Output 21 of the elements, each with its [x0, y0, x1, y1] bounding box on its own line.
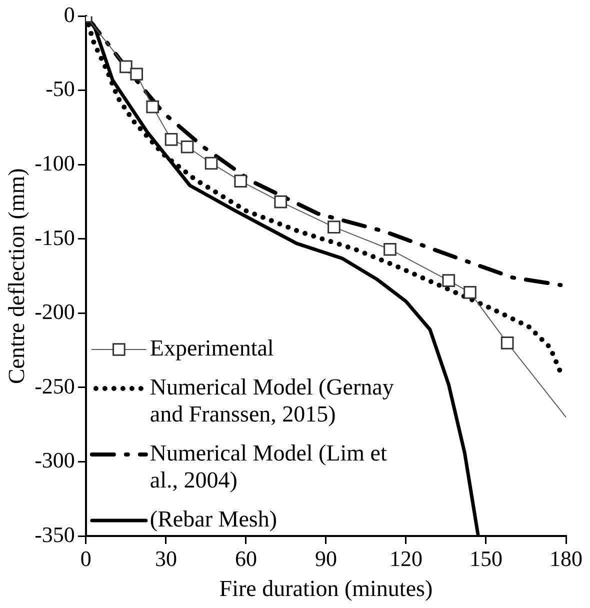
y-tick-label: 0: [64, 2, 75, 27]
y-tick-label: -250: [34, 373, 75, 398]
x-tick-label: 0: [80, 546, 92, 571]
y-tick-label: -300: [34, 448, 75, 473]
x-axis-title: Fire duration (minutes): [219, 576, 433, 602]
x-tick-label: 30: [154, 546, 177, 571]
legend-label: Numerical Model (Gernay and Franssen, 2015): [150, 374, 394, 427]
y-tick-label: -350: [34, 522, 75, 547]
legend-label: Experimental: [150, 336, 274, 361]
legend-label: Numerical Model (Lim et al., 2004): [150, 440, 388, 493]
legend-label: (Rebar Mesh): [150, 506, 278, 532]
y-tick-label: -100: [34, 150, 75, 176]
x-tick-label: 90: [314, 546, 337, 571]
x-tick-label: 150: [469, 546, 502, 571]
x-tick-label: 60: [234, 546, 257, 571]
y-tick-label: -150: [34, 224, 75, 250]
y-tick-label: -50: [46, 76, 75, 102]
x-tick-label: 120: [389, 546, 422, 571]
y-axis-title: Centre deflection (mm): [4, 168, 29, 384]
y-tick-label: -200: [34, 299, 75, 324]
x-tick-label: 180: [550, 546, 582, 571]
